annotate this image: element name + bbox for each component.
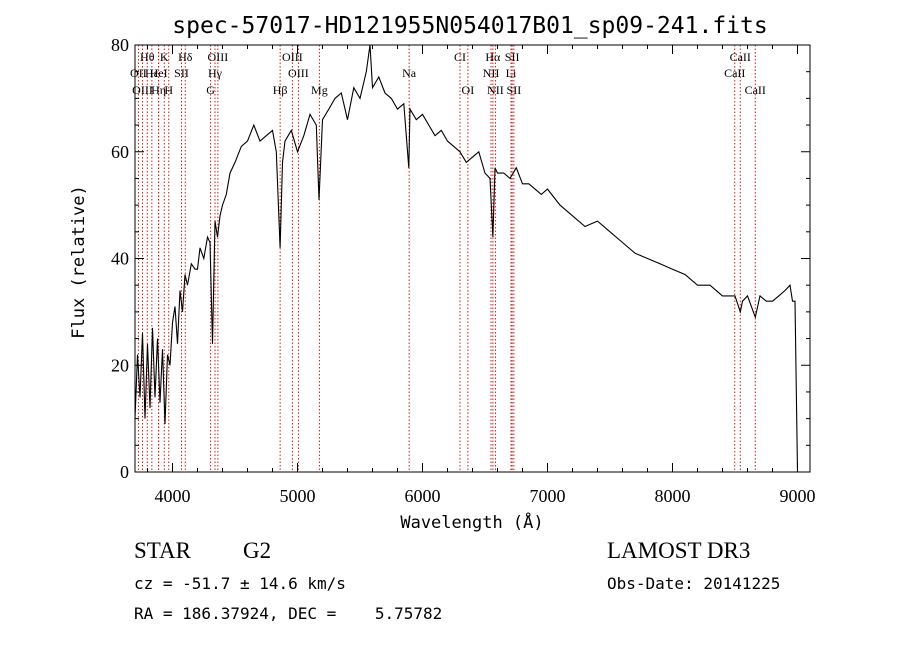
x-tick-label: 9000 xyxy=(780,486,816,506)
line-marker-label: NII xyxy=(487,83,504,97)
coordinates: RA = 186.37924, DEC = 5.75782 xyxy=(134,604,443,623)
line-marker-label: SII xyxy=(507,83,522,97)
line-marker-label: Hδ xyxy=(178,50,193,64)
x-tick-label: 8000 xyxy=(655,486,691,506)
line-marker-label: CaII xyxy=(730,50,751,64)
x-tick-label: 7000 xyxy=(530,486,566,506)
x-tick-label: 4000 xyxy=(155,486,191,506)
line-marker-label: Hε xyxy=(145,66,159,80)
line-marker-label: H xyxy=(164,83,173,97)
x-axis-label: Wavelength (Å) xyxy=(400,511,543,533)
line-marker-label: Hη xyxy=(151,83,166,97)
y-tick-label: 20 xyxy=(111,355,129,375)
line-marker-label: Hγ xyxy=(208,66,223,80)
object-class: STAR xyxy=(134,538,191,563)
y-tick-label: 40 xyxy=(111,249,129,269)
line-marker-label: SII xyxy=(505,50,520,64)
line-marker-label: OI xyxy=(462,83,475,97)
line-marker-label: OIII xyxy=(132,83,153,97)
y-axis-ticks: 0 20 40 60 80 xyxy=(111,35,810,482)
line-marker-label: OIII xyxy=(208,50,229,64)
spectrum-line xyxy=(134,44,799,473)
y-tick-label: 80 xyxy=(111,35,129,55)
line-marker-label: CaII xyxy=(745,83,766,97)
line-marker-label: SII xyxy=(174,66,189,80)
chart-title: spec-57017-HD121955N054017B01_sp09-241.f… xyxy=(172,13,767,39)
line-marker-label: G xyxy=(206,83,215,97)
line-marker-label: Hθ xyxy=(140,50,155,64)
x-axis-ticks: 4000 5000 6000 7000 8000 9000 xyxy=(147,45,816,506)
observation-date: Obs-Date: 20141225 xyxy=(607,574,781,593)
survey-name: LAMOST DR3 xyxy=(607,538,751,563)
spectral-subclass: G2 xyxy=(243,538,272,563)
line-marker-label: Li xyxy=(506,66,517,80)
x-tick-label: 6000 xyxy=(405,486,441,506)
line-marker-label: CI xyxy=(454,50,466,64)
line-marker-label: OIII xyxy=(282,50,303,64)
plot-frame xyxy=(134,44,811,473)
line-marker-label: OII xyxy=(130,66,147,80)
redshift-cz: cz = -51.7 ± 14.6 km/s xyxy=(134,574,346,593)
line-marker-label: HeI xyxy=(150,66,168,80)
line-marker-label: Hβ xyxy=(273,83,288,97)
line-marker-label: K xyxy=(160,50,169,64)
line-marker-label: Na xyxy=(402,66,417,80)
y-axis-label: Flux (relative) xyxy=(69,185,89,339)
line-marker-label: CaII xyxy=(724,66,745,80)
line-marker-label: Hα xyxy=(485,50,501,64)
y-tick-label: 0 xyxy=(120,462,129,482)
line-marker-label: Mg xyxy=(311,83,328,97)
line-marker-label: OIII xyxy=(288,66,309,80)
line-marker-label: NII xyxy=(483,66,500,80)
y-tick-label: 60 xyxy=(111,142,129,162)
line-markers xyxy=(137,45,756,472)
x-tick-label: 5000 xyxy=(280,486,316,506)
